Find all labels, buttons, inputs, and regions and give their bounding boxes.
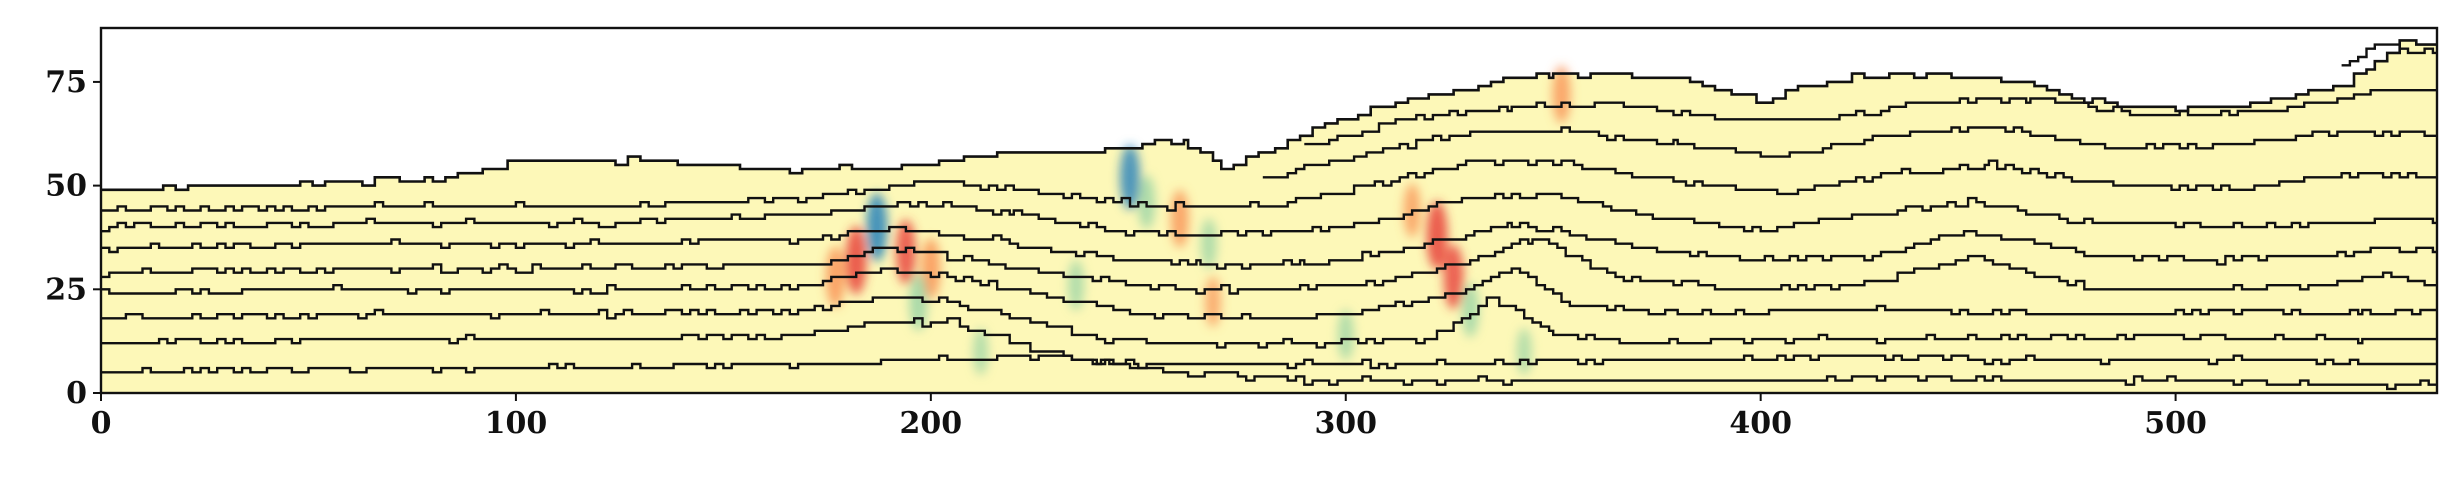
contour-line-9 — [1304, 89, 2437, 146]
x-tick-label-300: 300 — [1314, 406, 1377, 441]
contour-line-4 — [101, 238, 2437, 295]
x-axis: 0 100 200 300 400 500 — [91, 393, 2207, 441]
anomaly-12 — [1426, 201, 1448, 270]
contour-layer — [101, 39, 2437, 391]
anomaly-4 — [909, 272, 928, 331]
contour-line-2 — [101, 296, 2437, 349]
x-tick-label-400: 400 — [1729, 406, 1792, 441]
x-tick-label-500: 500 — [2144, 406, 2207, 441]
y-tick-label-75: 75 — [45, 65, 87, 100]
anomaly-10 — [1204, 276, 1221, 327]
contour-line-1 — [101, 317, 2437, 370]
contour-line-3 — [101, 267, 2437, 320]
anomaly-18 — [1337, 309, 1354, 361]
x-tick-label-0: 0 — [91, 406, 112, 441]
anomaly-13 — [1443, 244, 1464, 310]
contour-line-7 — [101, 159, 2437, 212]
y-tick-label-25: 25 — [45, 272, 87, 307]
contour-line-6 — [101, 192, 2437, 237]
anomaly-16 — [1552, 65, 1571, 124]
anomaly-layer — [825, 65, 1571, 375]
y-tick-label-0: 0 — [66, 376, 87, 411]
y-axis: 0 25 50 75 — [45, 65, 101, 411]
top-surface-line — [101, 39, 2437, 192]
contour-line-0 — [101, 354, 2437, 391]
anomaly-19 — [973, 328, 989, 375]
anomaly-3 — [921, 237, 941, 300]
contour-line-5 — [101, 221, 2437, 270]
anomaly-1 — [866, 192, 888, 262]
y-tick-label-50: 50 — [45, 169, 87, 204]
anomaly-9 — [1200, 218, 1217, 269]
plot-frame — [99, 26, 2439, 395]
anomaly-11 — [1068, 259, 1085, 311]
x-tick-label-100: 100 — [485, 406, 548, 441]
contour-line-10 — [2341, 43, 2437, 67]
section-fill — [101, 40, 2437, 393]
anomaly-6 — [1120, 144, 1141, 210]
anomaly-17 — [1516, 328, 1532, 375]
contour-line-8 — [1262, 126, 2437, 179]
anomaly-8 — [1170, 189, 1189, 248]
x-tick-label-200: 200 — [900, 406, 963, 441]
plot-area — [101, 28, 2437, 393]
anomaly-14 — [1461, 283, 1479, 338]
